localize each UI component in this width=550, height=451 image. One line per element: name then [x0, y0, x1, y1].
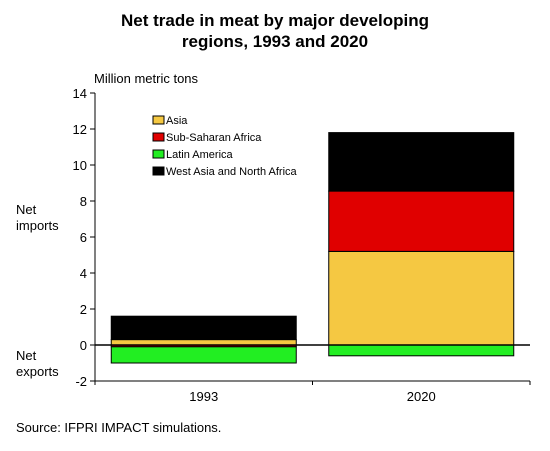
net-exports-label: Net exports [16, 348, 59, 380]
x-tick-label: 2020 [407, 389, 436, 404]
chart-title: Net trade in meat by major developing re… [0, 10, 550, 52]
y-tick-label: 2 [80, 302, 87, 317]
chart-title-line2: regions, 1993 and 2020 [181, 32, 369, 51]
y-tick-label: -2 [75, 374, 87, 389]
bar-segment-asia-1993 [110, 339, 297, 346]
bar-segment-sub-saharan-africa-2020 [328, 190, 515, 252]
legend-swatch-sub-saharan-africa [152, 132, 165, 142]
y-tick-label: 0 [80, 338, 87, 353]
legend-label-asia: Asia [166, 115, 188, 127]
source-note: Source: IFPRI IMPACT simulations. [16, 420, 222, 435]
y-tick-label: 4 [80, 266, 87, 281]
bar-segment-asia-2020 [328, 250, 515, 346]
bar-segment-west-asia-and-north-africa-2020 [328, 132, 515, 192]
chart-title-line1: Net trade in meat by major developing [121, 11, 429, 30]
y-tick-label: 12 [73, 122, 87, 137]
legend-swatch-asia [152, 115, 165, 125]
x-tick-label: 1993 [189, 389, 218, 404]
y-tick-label: 8 [80, 194, 87, 209]
bar-segment-latin-america-1993 [110, 346, 297, 364]
legend-label-latin-america: Latin America [166, 149, 234, 161]
bar-segment-latin-america-2020 [328, 344, 515, 357]
legend-swatch-latin-america [152, 149, 165, 159]
y-axis-label: Million metric tons [94, 71, 199, 86]
y-tick-label: 10 [73, 158, 87, 173]
bar-segment-west-asia-and-north-africa-1993 [110, 315, 297, 341]
legend-label-sub-saharan-africa: Sub-Saharan Africa [166, 132, 262, 144]
net-imports-label-line2: imports [16, 218, 59, 233]
legend-swatch-west-asia-and-north-africa [152, 166, 165, 176]
legend-label-west-asia-and-north-africa: West Asia and North Africa [166, 166, 298, 178]
net-imports-label: Net imports [16, 202, 59, 234]
net-exports-label-line1: Net [16, 348, 37, 363]
net-exports-label-line2: exports [16, 364, 59, 379]
net-imports-label-line1: Net [16, 202, 37, 217]
y-tick-label: 14 [73, 86, 87, 101]
y-tick-label: 6 [80, 230, 87, 245]
